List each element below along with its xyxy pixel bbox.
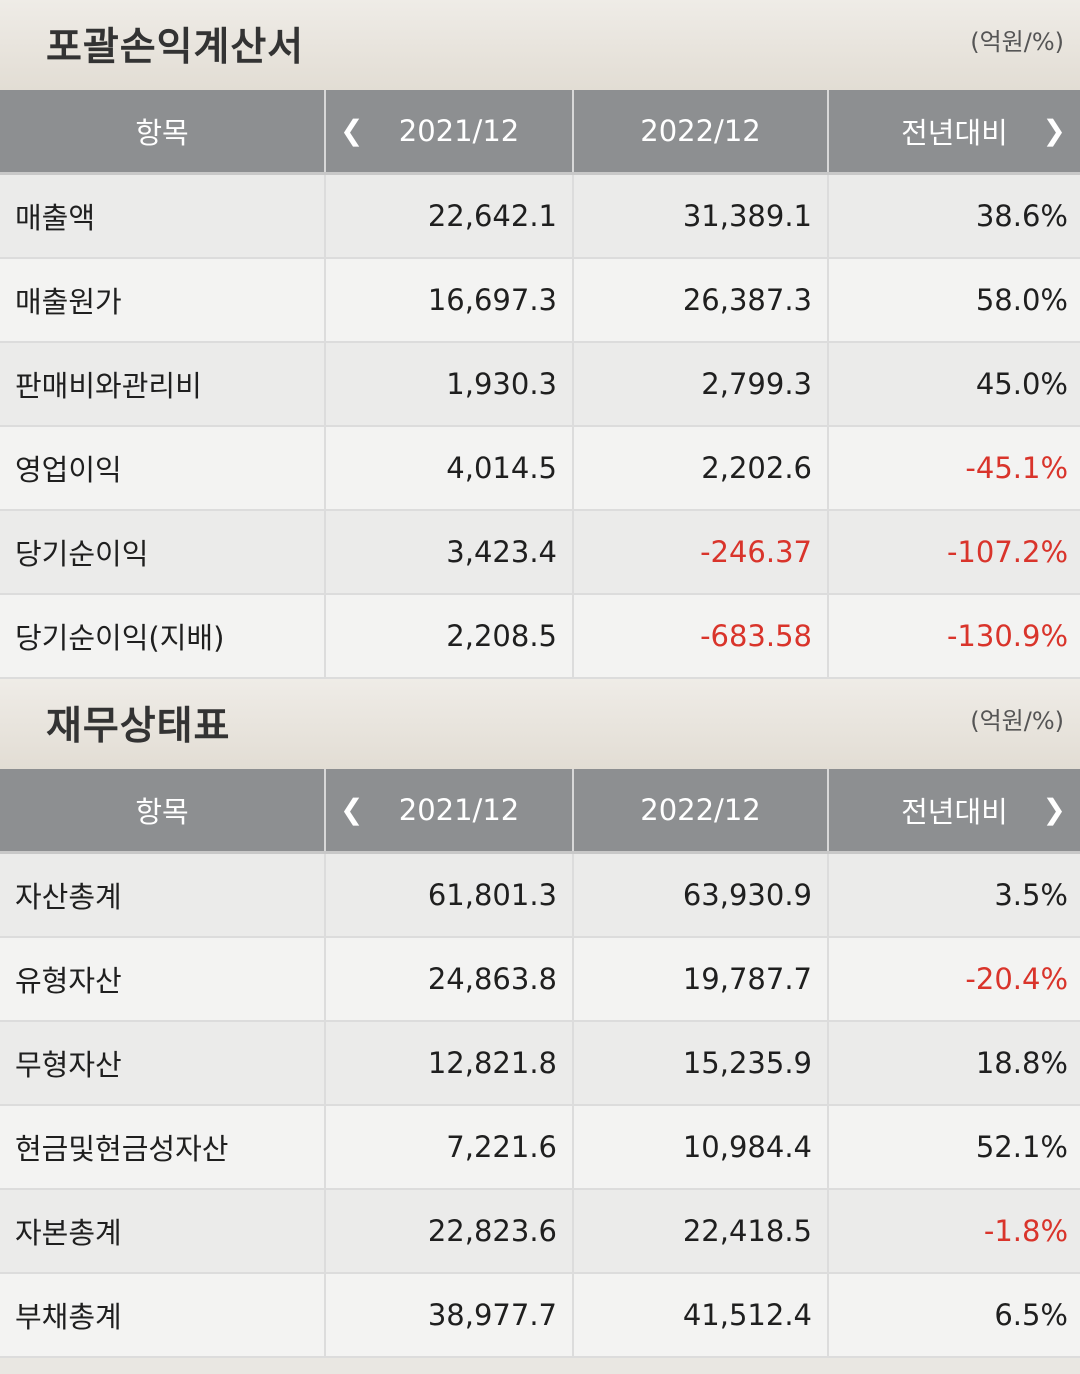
value-2022: 63,930.9: [573, 852, 829, 938]
value-2021: 4,014.5: [325, 426, 574, 511]
value-yoy: -130.9%: [828, 594, 1080, 679]
value-yoy: 3.5%: [828, 852, 1080, 938]
value-2022: 19,787.7: [573, 937, 829, 1022]
table-row: 영업이익 4,014.5 2,202.6 -45.1%: [0, 426, 1080, 511]
unit-label: (억원/%): [970, 707, 1064, 735]
row-label: 판매비와관리비: [0, 342, 326, 427]
row-label: 매출액: [0, 173, 326, 259]
table-row: 유형자산 24,863.8 19,787.7 -20.4%: [0, 937, 1080, 1022]
row-label: 유형자산: [0, 937, 326, 1022]
value-2021: 22,642.1: [325, 173, 574, 259]
value-2022: 31,389.1: [573, 173, 829, 259]
value-yoy: 38.6%: [828, 173, 1080, 259]
value-2021: 12,821.8: [325, 1021, 574, 1106]
row-label: 무형자산: [0, 1021, 326, 1106]
value-yoy: 58.0%: [828, 258, 1080, 343]
income-section-header: 포괄손익계산서 (억원/%): [0, 0, 1080, 90]
unit-label: (억원/%): [970, 28, 1064, 56]
value-2022: -683.58: [573, 594, 829, 679]
section-title: 재무상태표: [46, 704, 231, 749]
value-yoy: 6.5%: [828, 1273, 1080, 1358]
table-row: 당기순이익(지배) 2,208.5 -683.58 -130.9%: [0, 594, 1080, 679]
row-label: 자본총계: [0, 1189, 326, 1274]
table-row: 무형자산 12,821.8 15,235.9 18.8%: [0, 1021, 1080, 1106]
value-2022: 2,799.3: [573, 342, 829, 427]
column-header-2021: ❮ 2021/12: [325, 90, 574, 175]
column-header-item: 항목: [0, 769, 326, 854]
table-row: 부채총계 38,977.7 41,512.4 6.5%: [0, 1273, 1080, 1358]
value-yoy: 18.8%: [828, 1021, 1080, 1106]
row-label: 영업이익: [0, 426, 326, 511]
row-label: 당기순이익: [0, 510, 326, 595]
value-yoy: -1.8%: [828, 1189, 1080, 1274]
value-2022: 10,984.4: [573, 1105, 829, 1190]
value-yoy: -45.1%: [828, 426, 1080, 511]
table-row: 현금및현금성자산 7,221.6 10,984.4 52.1%: [0, 1105, 1080, 1190]
value-2021: 1,930.3: [325, 342, 574, 427]
chevron-left-icon[interactable]: ❮: [340, 114, 364, 147]
row-label: 자산총계: [0, 852, 326, 938]
value-2022: -246.37: [573, 510, 829, 595]
column-header-2021: ❮ 2021/12: [325, 769, 574, 854]
value-2022: 26,387.3: [573, 258, 829, 343]
value-2021: 7,221.6: [325, 1105, 574, 1190]
value-2021: 24,863.8: [325, 937, 574, 1022]
table-row: 자산총계 61,801.3 63,930.9 3.5%: [0, 852, 1080, 938]
column-header-2022: 2022/12: [573, 769, 829, 854]
chevron-left-icon[interactable]: ❮: [340, 793, 364, 826]
value-yoy: 45.0%: [828, 342, 1080, 427]
balance-section-header: 재무상태표 (억원/%): [0, 679, 1080, 769]
income-statement-table: 항목 ❮ 2021/12 2022/12 전년대비 ❯ 매출액 22,642.1 3…: [0, 90, 1080, 679]
value-2022: 2,202.6: [573, 426, 829, 511]
table-row: 당기순이익 3,423.4 -246.37 -107.2%: [0, 510, 1080, 595]
value-2021: 61,801.3: [325, 852, 574, 938]
row-label: 현금및현금성자산: [0, 1105, 326, 1190]
chevron-right-icon[interactable]: ❯: [1042, 793, 1066, 826]
section-title: 포괄손익계산서: [46, 25, 305, 70]
row-label: 부채총계: [0, 1273, 326, 1358]
header-row: 항목 ❮ 2021/12 2022/12 전년대비 ❯: [0, 90, 1080, 175]
value-2021: 38,977.7: [325, 1273, 574, 1358]
chevron-right-icon[interactable]: ❯: [1042, 114, 1066, 147]
table-row: 매출액 22,642.1 31,389.1 38.6%: [0, 173, 1080, 259]
column-header-2022: 2022/12: [573, 90, 829, 175]
value-yoy: 52.1%: [828, 1105, 1080, 1190]
balance-sheet-table: 항목 ❮ 2021/12 2022/12 전년대비 ❯ 자산총계 61,801.3…: [0, 769, 1080, 1358]
column-header-yoy: 전년대비 ❯: [828, 90, 1080, 175]
value-2021: 16,697.3: [325, 258, 574, 343]
row-label: 매출원가: [0, 258, 326, 343]
header-row: 항목 ❮ 2021/12 2022/12 전년대비 ❯: [0, 769, 1080, 854]
value-2022: 22,418.5: [573, 1189, 829, 1274]
value-2021: 2,208.5: [325, 594, 574, 679]
value-2022: 15,235.9: [573, 1021, 829, 1106]
column-header-item: 항목: [0, 90, 326, 175]
table-row: 자본총계 22,823.6 22,418.5 -1.8%: [0, 1189, 1080, 1274]
value-2021: 22,823.6: [325, 1189, 574, 1274]
value-2021: 3,423.4: [325, 510, 574, 595]
value-2022: 41,512.4: [573, 1273, 829, 1358]
column-header-yoy: 전년대비 ❯: [828, 769, 1080, 854]
value-yoy: -20.4%: [828, 937, 1080, 1022]
row-label: 당기순이익(지배): [0, 594, 326, 679]
table-row: 매출원가 16,697.3 26,387.3 58.0%: [0, 258, 1080, 343]
value-yoy: -107.2%: [828, 510, 1080, 595]
table-row: 판매비와관리비 1,930.3 2,799.3 45.0%: [0, 342, 1080, 427]
